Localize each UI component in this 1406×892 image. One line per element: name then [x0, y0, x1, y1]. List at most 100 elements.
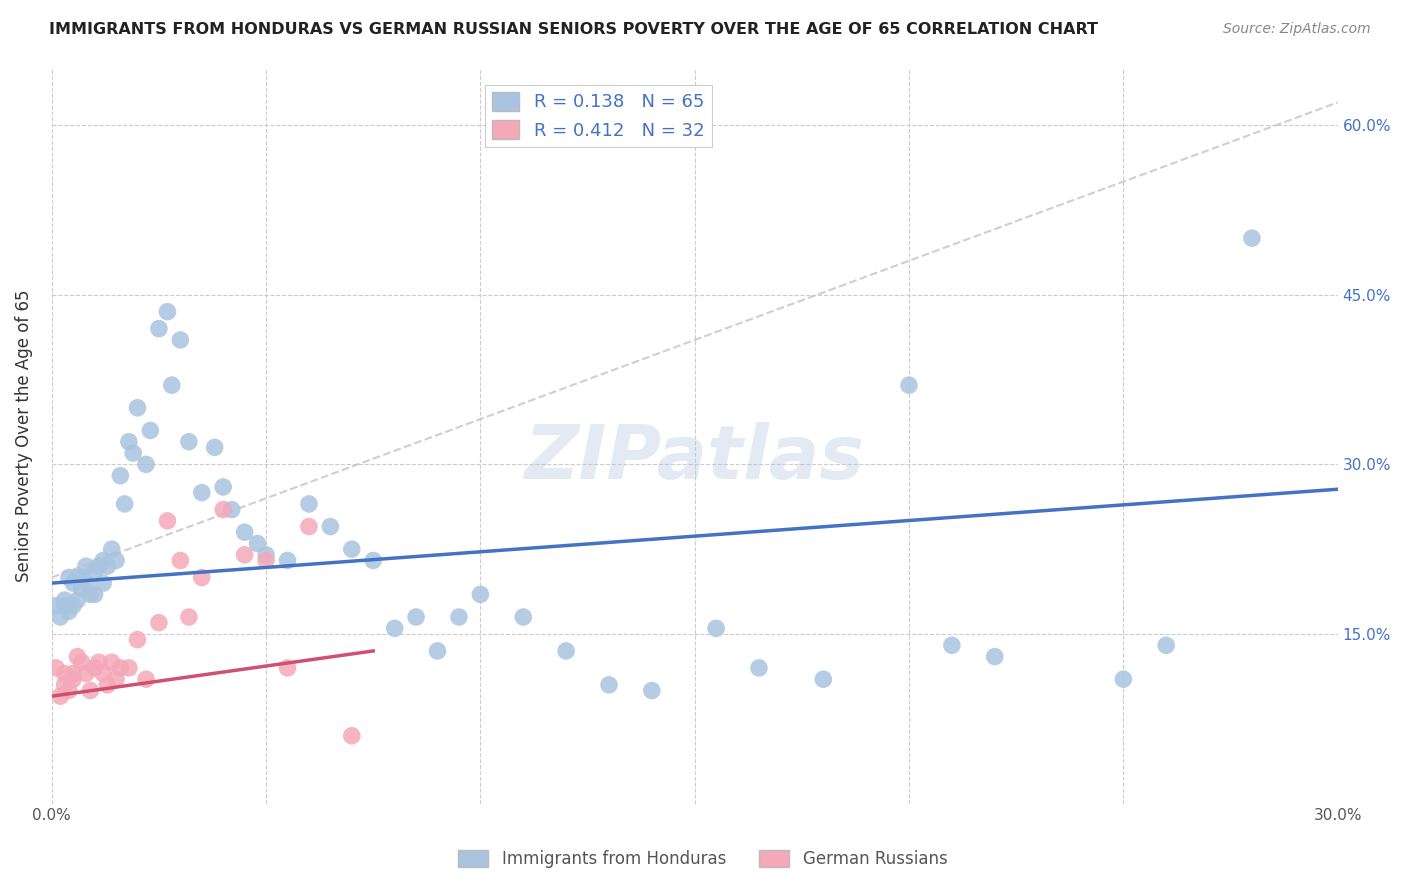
Point [70, 582, 93, 596]
Point [704, 621, 727, 635]
Point [91, 666, 114, 681]
Point [276, 553, 298, 567]
Point [58, 604, 80, 618]
Point [53, 593, 76, 607]
Point [62, 672, 84, 686]
Point [83, 565, 105, 579]
Point [91, 576, 114, 591]
Point [66, 649, 89, 664]
Point [83, 661, 105, 675]
Point [110, 468, 132, 483]
Point [204, 441, 226, 455]
Legend: Immigrants from Honduras, German Russians: Immigrants from Honduras, German Russian… [451, 843, 955, 875]
Point [127, 401, 149, 415]
Point [148, 321, 170, 335]
Point [66, 593, 89, 607]
Point [254, 553, 277, 567]
Point [45, 599, 67, 613]
Point [53, 678, 76, 692]
Point [49, 610, 72, 624]
Text: Source: ZipAtlas.com: Source: ZipAtlas.com [1223, 22, 1371, 37]
Point [233, 548, 256, 562]
Point [191, 570, 214, 584]
Point [555, 644, 578, 658]
Point [96, 559, 118, 574]
Point [87, 655, 110, 669]
Point [340, 729, 363, 743]
Point [122, 446, 145, 460]
Point [169, 333, 191, 347]
Point [246, 536, 269, 550]
Point [70, 570, 93, 584]
Point [75, 666, 97, 681]
Point [87, 559, 110, 574]
Point [79, 587, 101, 601]
Point [233, 525, 256, 540]
Point [447, 610, 470, 624]
Point [127, 632, 149, 647]
Point [75, 576, 97, 591]
Point [191, 485, 214, 500]
Point [983, 649, 1005, 664]
Point [1154, 638, 1177, 652]
Point [426, 644, 449, 658]
Point [66, 570, 89, 584]
Point [53, 599, 76, 613]
Point [58, 683, 80, 698]
Point [135, 672, 157, 686]
Point [91, 553, 114, 567]
Point [70, 655, 93, 669]
Point [148, 615, 170, 630]
Point [156, 514, 179, 528]
Point [53, 666, 76, 681]
Point [45, 661, 67, 675]
Point [298, 519, 321, 533]
Point [177, 434, 200, 449]
Point [298, 497, 321, 511]
Point [212, 480, 235, 494]
Point [139, 424, 162, 438]
Point [941, 638, 963, 652]
Point [470, 587, 492, 601]
Point [340, 542, 363, 557]
Point [319, 519, 342, 533]
Point [898, 378, 921, 392]
Point [100, 655, 122, 669]
Point [100, 542, 122, 557]
Point [254, 548, 277, 562]
Point [1112, 672, 1135, 686]
Point [58, 570, 80, 584]
Point [79, 683, 101, 698]
Point [641, 683, 664, 698]
Text: IMMIGRANTS FROM HONDURAS VS GERMAN RUSSIAN SENIORS POVERTY OVER THE AGE OF 65 CO: IMMIGRANTS FROM HONDURAS VS GERMAN RUSSI… [49, 22, 1098, 37]
Point [748, 661, 770, 675]
Point [83, 587, 105, 601]
Point [384, 621, 406, 635]
Legend: R = 0.138   N = 65, R = 0.412   N = 32: R = 0.138 N = 65, R = 0.412 N = 32 [485, 85, 711, 147]
Point [118, 434, 141, 449]
Point [405, 610, 427, 624]
Point [221, 502, 243, 516]
Point [361, 553, 384, 567]
Y-axis label: Seniors Poverty Over the Age of 65: Seniors Poverty Over the Age of 65 [15, 290, 32, 582]
Point [114, 497, 136, 511]
Point [105, 672, 128, 686]
Point [813, 672, 835, 686]
Point [75, 559, 97, 574]
Point [212, 502, 235, 516]
Point [276, 661, 298, 675]
Point [512, 610, 534, 624]
Point [96, 678, 118, 692]
Point [118, 661, 141, 675]
Point [177, 610, 200, 624]
Point [62, 666, 84, 681]
Point [49, 689, 72, 703]
Point [105, 553, 128, 567]
Point [160, 378, 183, 392]
Point [110, 661, 132, 675]
Point [169, 553, 191, 567]
Point [135, 458, 157, 472]
Point [62, 576, 84, 591]
Point [156, 304, 179, 318]
Point [1240, 231, 1263, 245]
